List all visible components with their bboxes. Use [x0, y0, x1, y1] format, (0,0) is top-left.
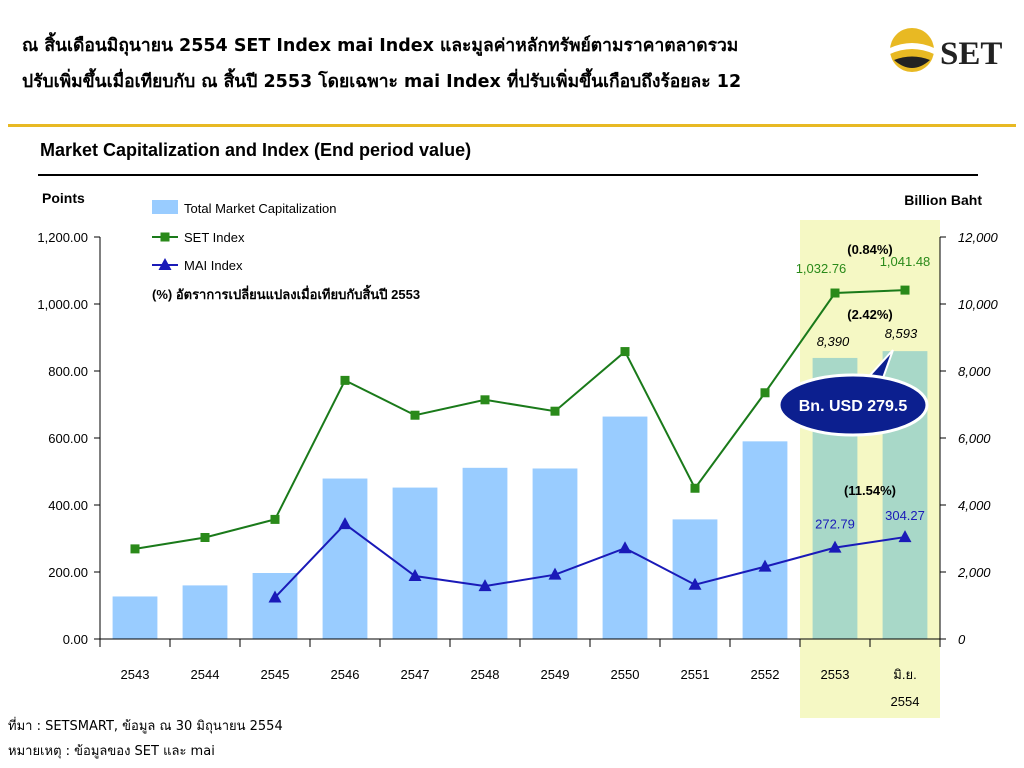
x-tick-label-2552: 2552	[751, 667, 780, 682]
legend-label-mai-index: MAI Index	[184, 258, 243, 273]
x-tick-label-มิ.ย.: มิ.ย.	[893, 667, 916, 682]
set-index-line	[134, 289, 906, 550]
legend-marker-set-index	[160, 232, 170, 242]
source-note: ที่มา : SETSMART, ข้อมูล ณ 30 มิถุนายน 2…	[8, 719, 283, 734]
headline-line-2: ปรับเพิ่มขึ้นเมื่อเทียบกับ ณ สิ้นปี 2553…	[22, 72, 742, 92]
mai-index-point	[618, 541, 632, 554]
mai-index-point	[758, 559, 772, 572]
bar-market-cap-2546	[322, 478, 368, 639]
set-index-point	[830, 288, 840, 298]
set-index-point	[340, 375, 350, 385]
chart-title: Market Capitalization and Index (End per…	[40, 140, 472, 160]
mai-index-data-label: 304.27	[885, 508, 925, 523]
mai-index-line	[274, 522, 906, 599]
bar-market-cap-2545	[252, 573, 298, 639]
right-tick-label: 10,000	[958, 297, 999, 312]
headline-line-1: ณ สิ้นเดือนมิถุนายน 2554 SET Index mai I…	[22, 36, 739, 56]
left-tick-label: 400.00	[48, 498, 88, 513]
callout-bubble	[777, 373, 929, 437]
set-index-point	[130, 544, 140, 554]
pct-change-note: (%) อัตราการเปลี่ยนแปลงเมื่อเทียบกับสิ้น…	[152, 284, 420, 302]
legend-label-market-cap: Total Market Capitalization	[184, 201, 336, 216]
right-tick-label: 8,000	[958, 364, 991, 379]
x-tick-label-2551: 2551	[681, 667, 710, 682]
mai-index-point	[338, 517, 352, 530]
bar-market-cap-2549	[532, 468, 578, 639]
set-index-point	[550, 406, 560, 416]
left-tick-label: 600.00	[48, 431, 88, 446]
set-index-point	[410, 410, 420, 420]
bar-market-cap-2552	[742, 441, 788, 639]
mai-index-point	[828, 540, 842, 553]
set-index-point	[270, 514, 280, 524]
mai-index-point	[898, 530, 912, 543]
x-tick-label-2547: 2547	[401, 667, 430, 682]
set-index-point	[690, 483, 700, 493]
market-cap-data-label: 8,390	[817, 334, 850, 349]
right-tick-label: 12,000	[958, 230, 999, 245]
set-index-point	[200, 532, 210, 542]
x-tick-label-2553: 2553	[821, 667, 850, 682]
left-tick-label: 1,000.00	[37, 297, 88, 312]
mai-index-point	[408, 569, 422, 582]
bar-market-cap-2550	[602, 416, 648, 639]
mai-index-point	[548, 567, 562, 580]
set-index-point	[760, 388, 770, 398]
set-logo-text: SET	[940, 36, 1002, 72]
set-index-point	[620, 347, 630, 357]
mai-index-data-label: 272.79	[815, 517, 855, 532]
mai-index-point	[688, 577, 702, 590]
left-axis-label: Points	[42, 190, 85, 206]
set-index-data-label: 1,041.48	[880, 254, 931, 269]
set-index-pct-change: (0.84%)	[847, 242, 893, 257]
x-tick-label-2550: 2550	[611, 667, 640, 682]
left-tick-label: 0.00	[63, 632, 88, 647]
right-tick-label: 0	[958, 632, 966, 647]
legend-swatch-market-cap	[152, 200, 178, 214]
left-tick-label: 200.00	[48, 565, 88, 580]
x-tick-label-2546: 2546	[331, 667, 360, 682]
left-tick-label: 1,200.00	[37, 230, 88, 245]
bar-market-cap-2548	[462, 467, 508, 639]
mai-index-point	[268, 590, 282, 603]
legend-label-set-index: SET Index	[184, 230, 245, 245]
mai-index-pct-change: (11.54%)	[844, 483, 896, 498]
remark-note: หมายเหตุ : ข้อมูลของ SET และ mai	[8, 744, 215, 759]
chart-title-underline	[38, 174, 978, 176]
bar-market-cap-2544	[182, 585, 228, 639]
right-axis-label: Billion Baht	[904, 192, 982, 208]
x-tick-label-2543: 2543	[121, 667, 150, 682]
x-tick-sublabel: 2554	[891, 694, 920, 709]
right-tick-label: 4,000	[958, 498, 991, 513]
footnotes: ที่มา : SETSMART, ข้อมูล ณ 30 มิถุนายน 2…	[8, 714, 283, 764]
left-tick-label: 800.00	[48, 364, 88, 379]
bar-market-cap-2547	[392, 487, 438, 639]
set-logo: SET	[890, 28, 1002, 72]
right-tick-label: 6,000	[958, 431, 991, 446]
x-tick-label-2544: 2544	[191, 667, 220, 682]
market-cap-data-label: 8,593	[885, 326, 918, 341]
set-index-data-label: 1,032.76	[796, 261, 847, 276]
right-tick-label: 2,000	[957, 565, 991, 580]
set-index-point	[480, 395, 490, 405]
mai-index-point	[478, 579, 492, 592]
x-tick-label-2545: 2545	[261, 667, 290, 682]
legend-marker-mai-index	[158, 258, 172, 270]
set-index-point	[900, 285, 910, 295]
x-tick-label-2549: 2549	[541, 667, 570, 682]
callout-text: Bn. USD 279.5	[799, 398, 908, 415]
headline: ณ สิ้นเดือนมิถุนายน 2554 SET Index mai I…	[22, 28, 882, 100]
market-cap-pct-change: (2.42%)	[847, 307, 893, 322]
bar-market-cap-2543	[112, 596, 158, 639]
x-tick-label-2548: 2548	[471, 667, 500, 682]
header-divider	[8, 124, 1016, 127]
set-logo-wave-icon	[890, 43, 934, 54]
